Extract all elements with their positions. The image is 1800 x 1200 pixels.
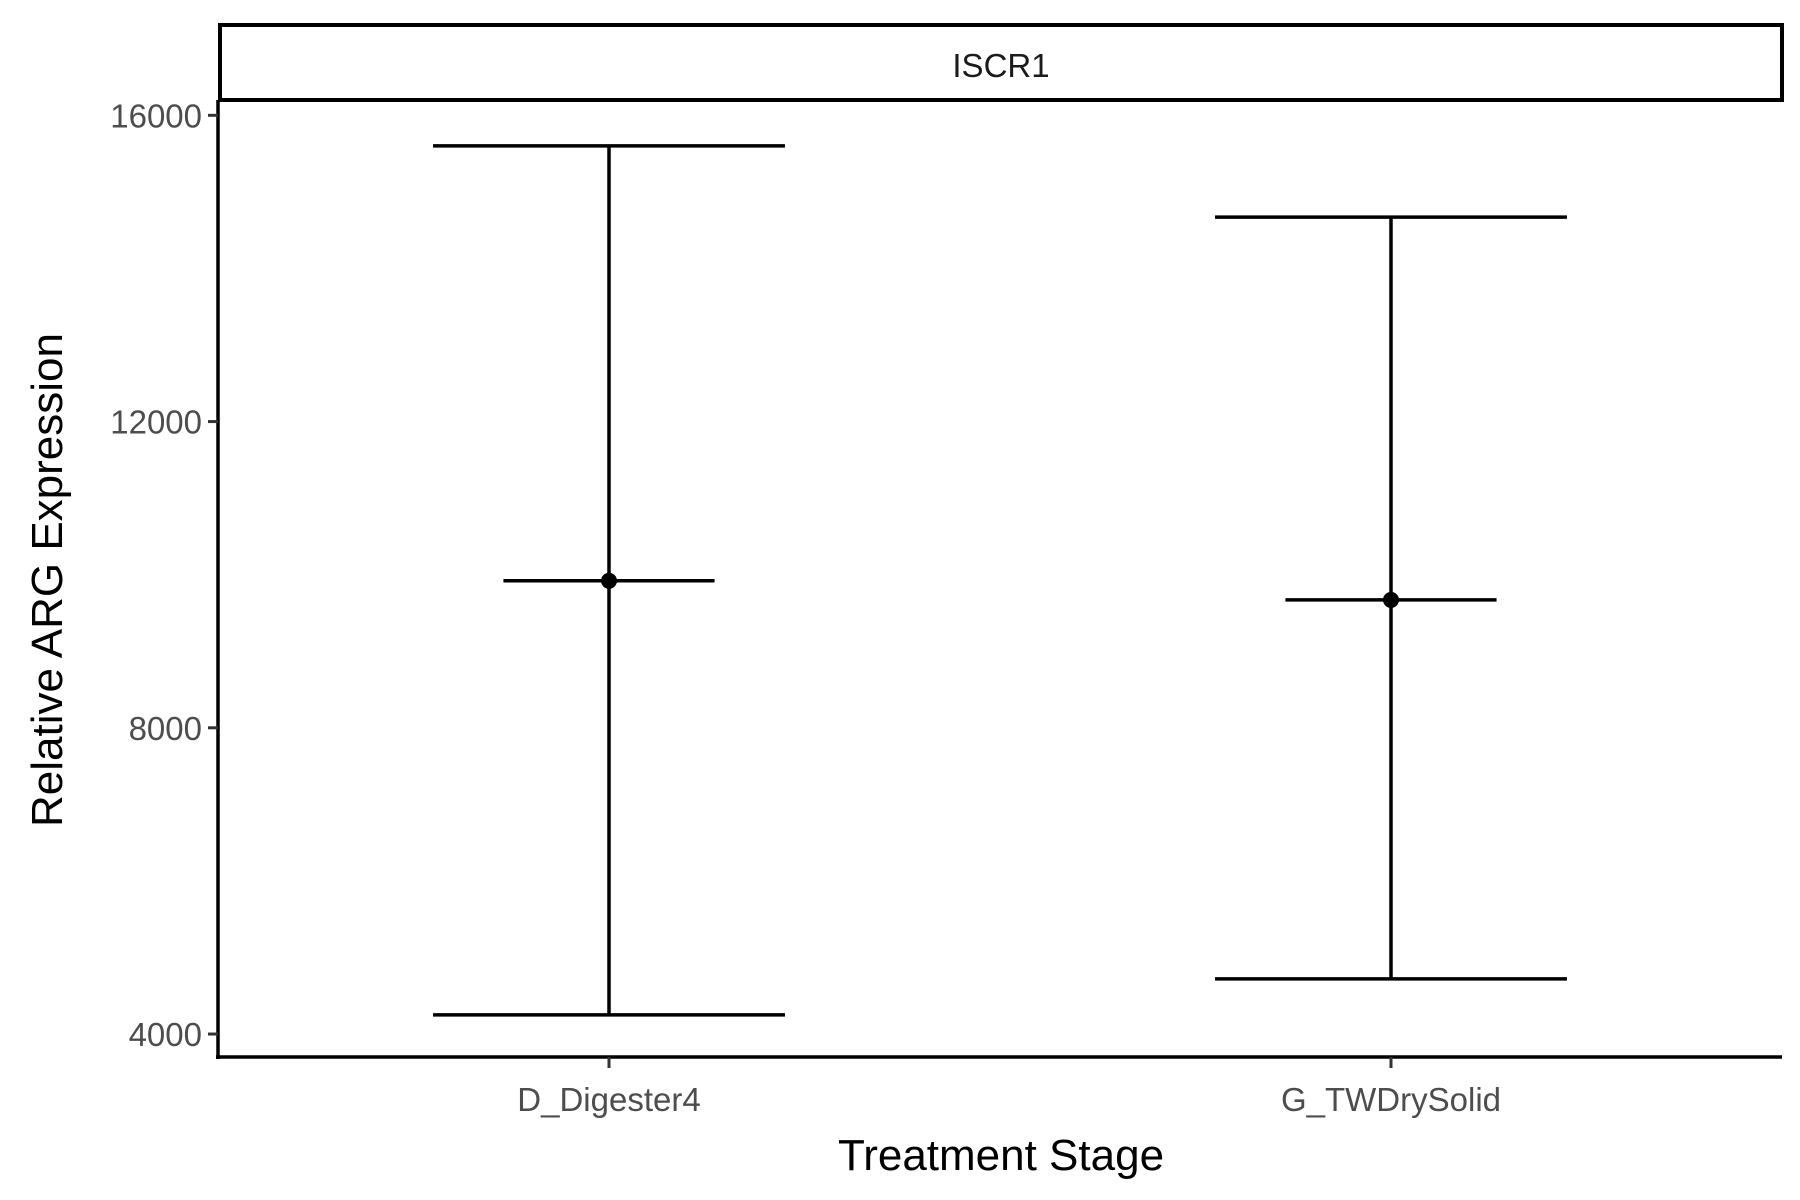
error-bar-group bbox=[1215, 215, 1567, 981]
y-tick-label: 12000 bbox=[110, 404, 202, 441]
x-tick-label: G_TWDrySolid bbox=[1281, 1081, 1501, 1118]
mean-point bbox=[601, 572, 617, 589]
y-tick-label: 4000 bbox=[129, 1016, 202, 1053]
y-tick-label: 8000 bbox=[129, 710, 202, 747]
facet-strip-label: ISCR1 bbox=[952, 47, 1049, 84]
facet-strip-box bbox=[218, 23, 1784, 102]
y-ticks: 4000 8000 12000 16000 bbox=[110, 97, 218, 1053]
y-axis-title: Relative ARG Expression bbox=[23, 333, 72, 827]
mean-point bbox=[1383, 591, 1399, 608]
facet-strip: ISCR1 bbox=[218, 23, 1784, 102]
x-ticks: D_Digester4 G_TWDrySolid bbox=[517, 1057, 1501, 1118]
x-axis-title: Treatment Stage bbox=[838, 1131, 1164, 1180]
y-tick-label: 16000 bbox=[110, 97, 202, 134]
data-marks bbox=[433, 144, 1567, 1017]
error-bar-group bbox=[433, 144, 785, 1017]
x-tick-label: D_Digester4 bbox=[517, 1081, 700, 1118]
